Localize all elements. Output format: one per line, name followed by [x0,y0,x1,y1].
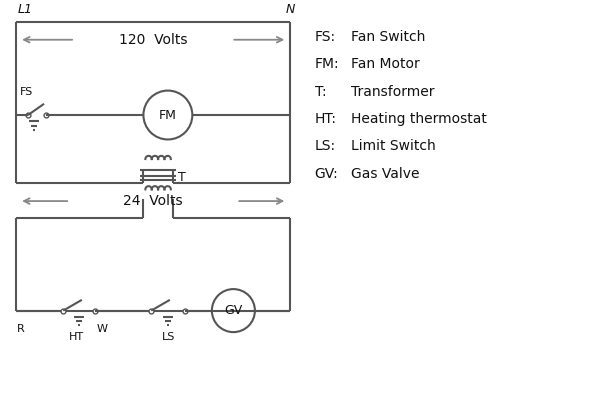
Text: Fan Switch: Fan Switch [350,30,425,44]
Text: W: W [97,324,107,334]
Text: LS:: LS: [314,139,336,153]
Text: Transformer: Transformer [350,84,434,98]
Text: Heating thermostat: Heating thermostat [350,112,487,126]
Text: FS: FS [20,88,34,98]
Text: Fan Motor: Fan Motor [350,57,419,71]
Text: LS: LS [162,332,175,342]
Text: Gas Valve: Gas Valve [350,167,419,181]
Text: FM:: FM: [314,57,339,71]
Text: HT:: HT: [314,112,336,126]
Text: FM: FM [159,108,177,122]
Text: N: N [285,3,294,16]
Text: L1: L1 [17,3,32,16]
Text: 24  Volts: 24 Volts [123,194,183,208]
Text: 120  Volts: 120 Volts [119,33,188,47]
Text: GV:: GV: [314,167,338,181]
Text: HT: HT [70,332,84,342]
Text: R: R [17,324,25,334]
Text: FS:: FS: [314,30,336,44]
Text: T:: T: [314,84,326,98]
Text: T: T [178,171,185,184]
Text: GV: GV [224,304,242,317]
Text: Limit Switch: Limit Switch [350,139,435,153]
